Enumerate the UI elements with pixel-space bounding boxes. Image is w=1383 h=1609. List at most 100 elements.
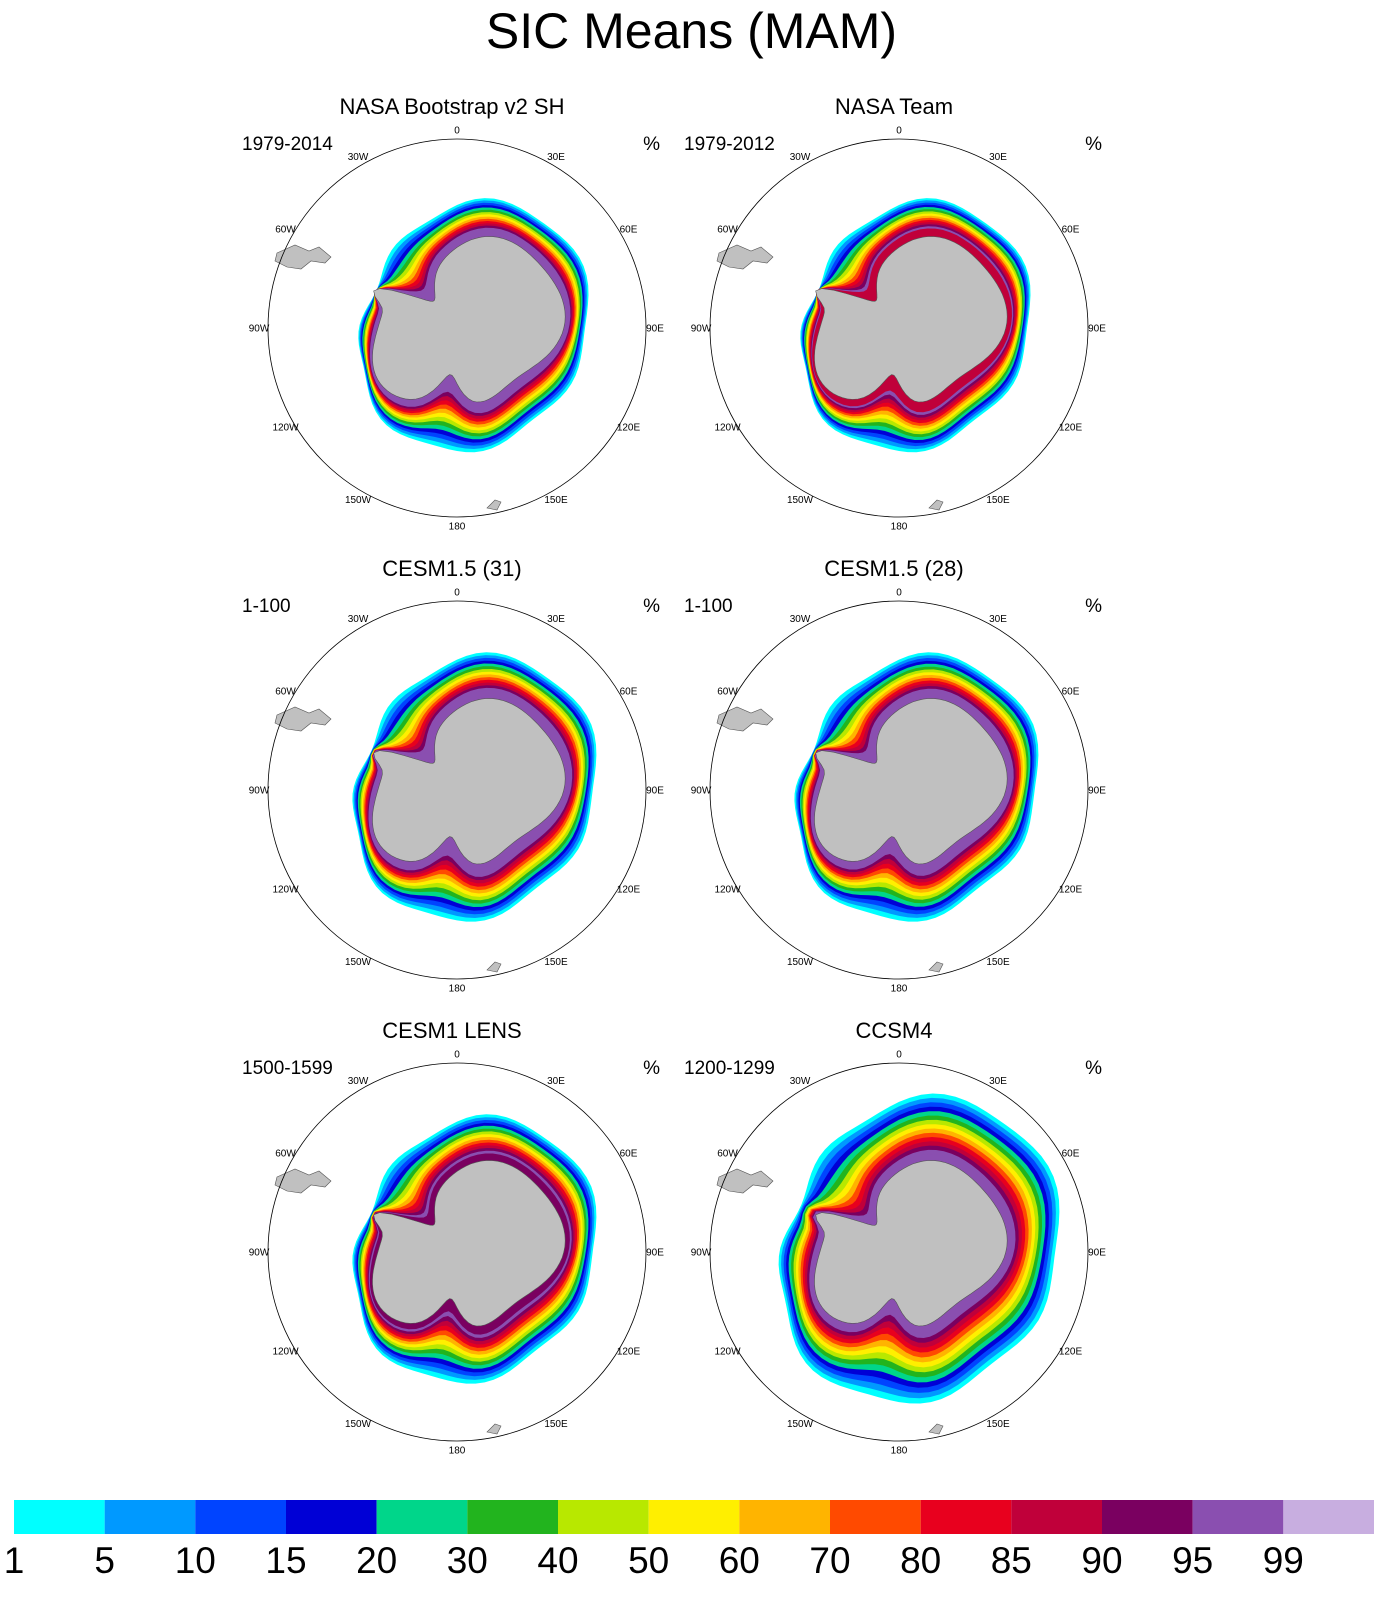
panel-title: CESM1.5 (31) bbox=[382, 556, 522, 581]
panel-title: NASA Team bbox=[834, 94, 954, 119]
colorbar-box bbox=[1011, 1500, 1102, 1534]
antarctica-land bbox=[814, 1160, 1008, 1327]
longitude-label: 180 bbox=[449, 1446, 466, 1457]
panel-title: CESM1.5 (28) bbox=[824, 556, 964, 581]
longitude-label: 90E bbox=[1088, 324, 1106, 335]
longitude-label: 90W bbox=[249, 786, 270, 797]
panel-unit: % bbox=[1085, 134, 1102, 155]
panel-unit: % bbox=[643, 1058, 660, 1079]
longitude-label: 30E bbox=[989, 152, 1007, 163]
longitude-label: 60W bbox=[275, 1149, 296, 1160]
colorbar-box bbox=[1192, 1500, 1284, 1534]
new-zealand-land bbox=[928, 961, 944, 973]
longitude-label: 60E bbox=[1062, 687, 1080, 698]
main-title: SIC Means (MAM) bbox=[485, 3, 898, 59]
longitude-label: 90E bbox=[1088, 786, 1106, 797]
colorbar-label: 70 bbox=[809, 1540, 851, 1581]
new-zealand-land bbox=[486, 961, 502, 973]
longitude-label: 90E bbox=[646, 1248, 664, 1259]
longitude-label: 90E bbox=[646, 786, 664, 797]
panel-title: CESM1 LENS bbox=[382, 1018, 522, 1043]
longitude-label: 180 bbox=[891, 984, 908, 995]
antarctica-land bbox=[814, 236, 1008, 403]
antarctica-land bbox=[372, 698, 566, 865]
longitude-label: 120W bbox=[714, 423, 741, 434]
longitude-label: 60W bbox=[717, 225, 738, 236]
colorbar-label: 60 bbox=[718, 1540, 760, 1581]
map-panel-nasa-team: NASA Team 1979-2012 % 0 30E 60E 90E 120E 150E… bbox=[674, 94, 1114, 554]
antarctica-land bbox=[814, 698, 1008, 865]
map-boundary bbox=[267, 600, 647, 980]
colorbar-label: 50 bbox=[628, 1540, 670, 1581]
longitude-label: 60E bbox=[1062, 1149, 1080, 1160]
map-panel-cesm1-lens: CESM1 LENS 1500-1599 % 0 30E 60E 90E 120E 150… bbox=[232, 1018, 672, 1478]
longitude-label: 30E bbox=[547, 152, 565, 163]
longitude-label: 90W bbox=[691, 786, 712, 797]
longitude-label: 120E bbox=[1059, 885, 1083, 896]
colorbar-box bbox=[648, 1500, 740, 1534]
panel-period: 1-100 bbox=[242, 596, 291, 617]
longitude-label: 120E bbox=[1059, 1347, 1083, 1358]
longitude-label: 120W bbox=[272, 1347, 299, 1358]
longitude-label: 120W bbox=[272, 885, 299, 896]
colorbar-label: 5 bbox=[94, 1540, 115, 1581]
longitude-label: 120W bbox=[714, 1347, 741, 1358]
longitude-label: 30W bbox=[790, 1076, 811, 1087]
colorbar-box bbox=[830, 1500, 921, 1534]
longitude-label: 150W bbox=[787, 957, 814, 968]
polar-map: 0 30E 60E 90E 120E 150E 180 150W 120W 90W 60W 30W bbox=[691, 126, 1107, 533]
longitude-label: 60W bbox=[275, 225, 296, 236]
longitude-label: 30E bbox=[989, 614, 1007, 625]
longitude-label: 120E bbox=[617, 423, 641, 434]
colorbar-label: 30 bbox=[446, 1540, 488, 1581]
map-panel-ccsm4: CCSM4 1200-1299 % 0 30E 60E 90E 120E 150E 180 1… bbox=[674, 1018, 1114, 1478]
colorbar-label: 10 bbox=[174, 1540, 216, 1581]
longitude-label: 150W bbox=[345, 957, 372, 968]
panel-title: CCSM4 bbox=[855, 1018, 933, 1043]
longitude-label: 0 bbox=[454, 588, 460, 599]
longitude-label: 150E bbox=[544, 957, 568, 968]
colorbar-box bbox=[1102, 1500, 1193, 1534]
longitude-label: 150W bbox=[787, 495, 814, 506]
south-america-land bbox=[716, 244, 774, 270]
antarctica-land bbox=[372, 236, 566, 403]
colorbar-box bbox=[104, 1500, 196, 1534]
longitude-label: 120E bbox=[1059, 423, 1083, 434]
longitude-label: 90W bbox=[249, 324, 270, 335]
colorbar-label: 15 bbox=[265, 1540, 307, 1581]
colorbar-box bbox=[376, 1500, 468, 1534]
polar-map: 0 30E 60E 90E 120E 150E 180 150W 120W 90W 60W 30W bbox=[249, 126, 665, 533]
longitude-label: 30E bbox=[547, 614, 565, 625]
longitude-label: 150E bbox=[544, 1419, 568, 1430]
colorbar-label: 90 bbox=[1081, 1540, 1123, 1581]
longitude-label: 150E bbox=[544, 495, 568, 506]
polar-map: 0 30E 60E 90E 120E 150E 180 150W 120W 90W 60W 30W bbox=[691, 1050, 1107, 1457]
new-zealand-land bbox=[928, 499, 944, 511]
longitude-label: 60E bbox=[620, 1149, 638, 1160]
polar-map: 0 30E 60E 90E 120E 150E 180 150W 120W 90W 60W 30W bbox=[691, 588, 1107, 995]
colorbar-box bbox=[739, 1500, 830, 1534]
colorbar-label: 1 bbox=[3, 1540, 25, 1581]
panel-title: NASA Bootstrap v2 SH bbox=[339, 94, 565, 119]
longitude-label: 0 bbox=[896, 1050, 902, 1061]
longitude-label: 90W bbox=[691, 324, 712, 335]
longitude-label: 30W bbox=[348, 1076, 369, 1087]
colorbar-box bbox=[467, 1500, 558, 1534]
longitude-label: 60W bbox=[717, 687, 738, 698]
longitude-label: 60E bbox=[620, 225, 638, 236]
panel-period: 1500-1599 bbox=[242, 1058, 333, 1079]
longitude-label: 150W bbox=[345, 495, 372, 506]
new-zealand-land bbox=[486, 499, 502, 511]
longitude-label: 30E bbox=[547, 1076, 565, 1087]
panel-period: 1200-1299 bbox=[684, 1058, 775, 1079]
longitude-label: 180 bbox=[449, 984, 466, 995]
map-boundary bbox=[267, 1062, 647, 1442]
longitude-label: 150E bbox=[986, 957, 1010, 968]
longitude-label: 150E bbox=[986, 1419, 1010, 1430]
south-america-land bbox=[716, 706, 774, 732]
longitude-label: 120E bbox=[617, 885, 641, 896]
longitude-label: 90E bbox=[646, 324, 664, 335]
colorbar-box bbox=[14, 1500, 105, 1534]
longitude-label: 30W bbox=[348, 152, 369, 163]
colorbar-box bbox=[195, 1500, 286, 1534]
